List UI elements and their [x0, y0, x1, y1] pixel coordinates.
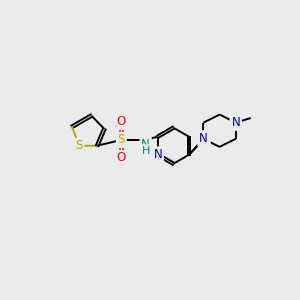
- Text: N: N: [200, 132, 209, 145]
- Text: O: O: [117, 116, 126, 128]
- Text: S: S: [118, 134, 125, 146]
- Text: N: N: [141, 138, 150, 151]
- Text: N: N: [199, 132, 208, 145]
- Text: N: N: [153, 148, 162, 161]
- Text: S: S: [75, 140, 83, 152]
- Text: H: H: [142, 146, 150, 156]
- Text: O: O: [117, 152, 126, 164]
- Text: N: N: [231, 116, 240, 129]
